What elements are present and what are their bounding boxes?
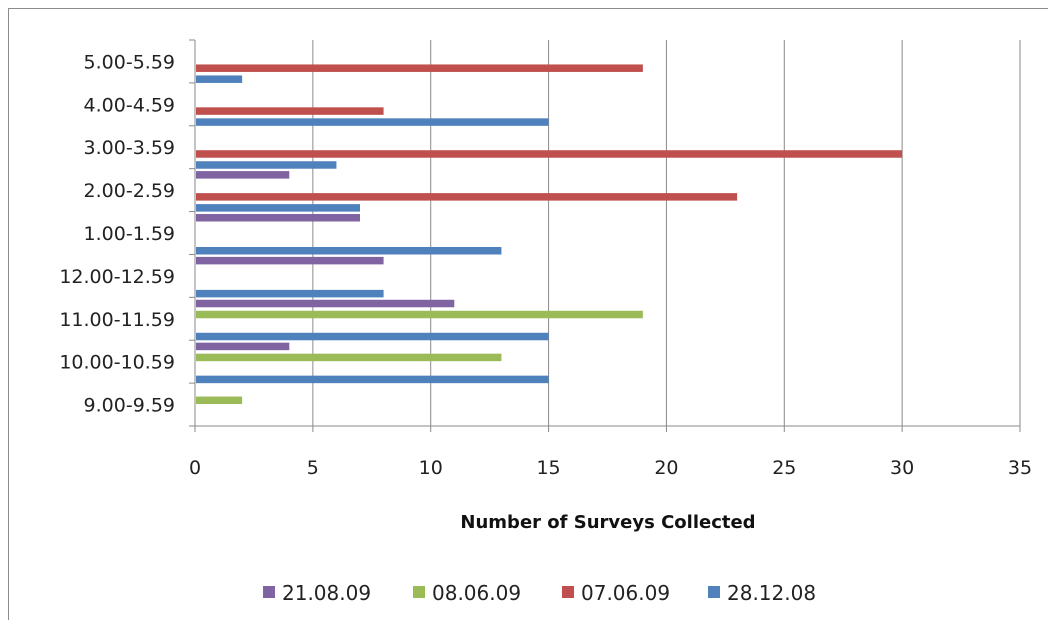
tick-labels: 0 5 10 15 20 25 30 35 9.00-9.59 10.00-10.59 11.00-…	[59, 51, 1032, 479]
legend-swatch	[413, 586, 425, 598]
legend-swatch	[263, 586, 275, 598]
gridlines	[312, 40, 1021, 426]
bar	[196, 150, 903, 158]
y-tick-label: 4.00-4.59	[84, 94, 175, 116]
bar	[196, 214, 360, 222]
legend-label: 08.06.09	[432, 581, 521, 605]
bar	[196, 332, 549, 341]
bar	[196, 289, 384, 298]
bar	[196, 204, 360, 212]
bar	[196, 161, 337, 169]
y-tick-label: 5.00-5.59	[84, 51, 175, 73]
bar	[196, 310, 643, 319]
bar	[196, 247, 502, 255]
y-tick-label: 1.00-1.59	[84, 223, 175, 245]
bar	[196, 107, 384, 115]
y-tick-label: 10.00-10.59	[59, 352, 175, 374]
y-tick-label: 3.00-3.59	[84, 137, 175, 159]
legend-label: 21.08.09	[282, 581, 371, 605]
bar	[196, 375, 549, 384]
bar	[196, 256, 384, 265]
bar	[196, 75, 243, 83]
y-tick-label: 11.00-11.59	[59, 309, 175, 331]
x-tick-label: 35	[1008, 457, 1032, 479]
y-tick-label: 9.00-9.59	[84, 395, 175, 417]
x-tick-label: 25	[772, 457, 796, 479]
legend-swatch	[708, 586, 720, 598]
legend-label: 28.12.08	[727, 581, 816, 605]
x-tick-label: 0	[189, 457, 201, 479]
legend-label: 07.06.09	[581, 581, 670, 605]
legend: 21.08.09 08.06.09 07.06.09 28.12.08	[263, 581, 816, 605]
x-axis-title: Number of Surveys Collected	[460, 512, 755, 533]
bar	[196, 342, 290, 351]
x-tick-label: 30	[890, 457, 914, 479]
legend-swatch	[562, 586, 574, 598]
axes	[189, 39, 1021, 432]
chart-frame	[8, 8, 1048, 620]
x-tick-label: 15	[536, 457, 560, 479]
y-tick-label: 2.00-2.59	[84, 180, 175, 202]
bar	[196, 171, 290, 179]
bar	[196, 396, 243, 405]
y-tick-label: 12.00-12.59	[59, 266, 175, 288]
bars	[196, 64, 903, 405]
x-tick-label: 10	[419, 457, 443, 479]
x-tick-label: 20	[654, 457, 678, 479]
bar	[196, 118, 549, 126]
bar	[196, 353, 502, 362]
bar	[196, 299, 455, 308]
bar	[196, 193, 738, 201]
x-tick-label: 5	[307, 457, 319, 479]
bar	[196, 64, 643, 72]
